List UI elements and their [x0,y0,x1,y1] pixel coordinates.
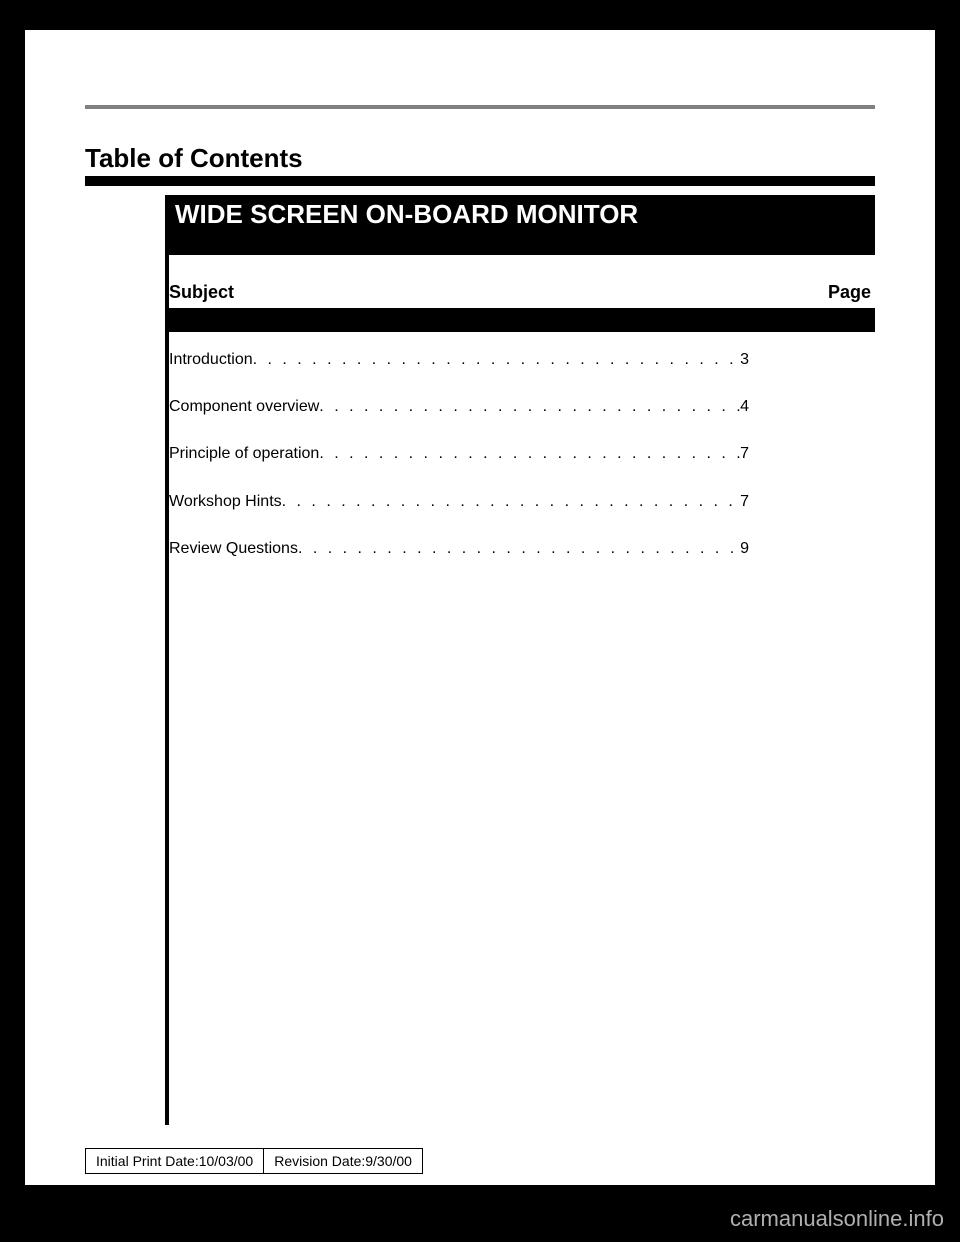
revision-date-box: Revision Date:9/30/00 [263,1148,423,1174]
initial-print-date-box: Initial Print Date:10/03/00 [85,1148,263,1174]
toc-dots: . . . . . . . . . . . . . . . . . . . . … [319,397,740,416]
header-bar [169,308,875,332]
toc-entry-page: 4 [740,397,749,416]
top-rule [85,105,875,109]
toc-dots: . . . . . . . . . . . . . . . . . . . . … [253,350,740,369]
main-title-block: WIDE SCREEN ON-BOARD MONITOR [169,195,875,255]
toc-dots: . . . . . . . . . . . . . . . . . . . . … [298,539,740,558]
toc-entry: Review Questions. . . . . . . . . . . . … [169,539,749,558]
toc-entry-page: 7 [740,444,749,463]
toc-entry-label: Review Questions [169,539,298,558]
toc-entry: Principle of operation. . . . . . . . . … [169,444,749,463]
toc-header: Table of Contents [85,143,875,173]
toc-entry: Introduction. . . . . . . . . . . . . . … [169,350,749,369]
toc-entry-label: Component overview [169,397,319,416]
toc-entry-page: 3 [740,350,749,369]
toc-entry-page: 9 [740,539,749,558]
footer-boxes: Initial Print Date:10/03/00 Revision Dat… [85,1148,423,1174]
toc-header-bar [85,176,875,186]
subject-column-header: Subject [169,282,234,303]
toc-entries: Introduction. . . . . . . . . . . . . . … [169,350,749,586]
toc-dots: . . . . . . . . . . . . . . . . . . . . … [319,444,740,463]
toc-entry-page: 7 [740,492,749,511]
toc-entry: Workshop Hints. . . . . . . . . . . . . … [169,492,749,511]
side-vertical-bar [165,195,169,1125]
toc-dots: . . . . . . . . . . . . . . . . . . . . … [282,492,740,511]
document-page: Table of Contents WIDE SCREEN ON-BOARD M… [25,30,935,1185]
toc-entry-label: Principle of operation [169,444,319,463]
toc-entry-label: Introduction [169,350,253,369]
column-header-row: Subject Page [169,282,875,306]
watermark-text: carmanualsonline.info [730,1206,944,1232]
toc-entry-label: Workshop Hints [169,492,282,511]
toc-entry: Component overview. . . . . . . . . . . … [169,397,749,416]
page-column-header: Page [828,282,875,303]
